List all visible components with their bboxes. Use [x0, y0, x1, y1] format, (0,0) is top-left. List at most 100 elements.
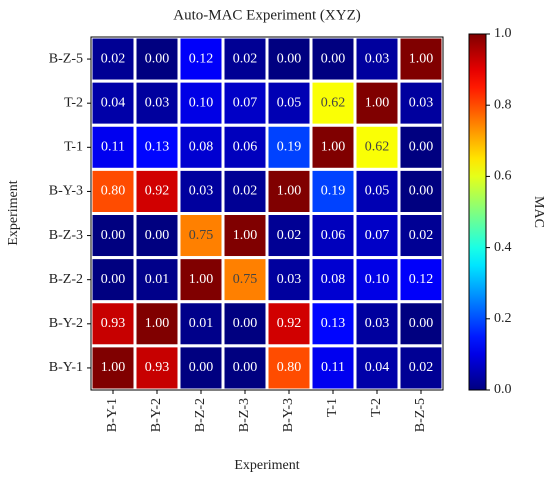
- y-tick-label: B-Z-5: [49, 51, 83, 66]
- cell-label: 0.04: [101, 95, 126, 110]
- cell-label: 0.00: [233, 360, 258, 375]
- cell-label: 0.07: [233, 95, 258, 110]
- cell-label: 0.05: [277, 95, 302, 110]
- cell-label: 0.02: [233, 184, 258, 199]
- cell-label: 1.00: [189, 272, 214, 287]
- cell-label: 0.03: [277, 272, 302, 287]
- chart-title: Auto-MAC Experiment (XYZ): [173, 7, 360, 23]
- cell-label: 0.00: [189, 360, 214, 375]
- cell-label: 0.10: [365, 272, 390, 287]
- cell-label: 0.00: [145, 51, 170, 66]
- cell-label: 0.62: [321, 95, 346, 110]
- cell-label: 0.11: [101, 140, 125, 155]
- heatmap-cell: [221, 123, 269, 171]
- cell-label: 0.06: [233, 140, 258, 155]
- cell-label: 0.02: [101, 51, 126, 66]
- colorbar-tick-label: 0.8: [494, 97, 512, 112]
- cell-label: 0.13: [321, 316, 346, 331]
- x-tick-label: T-2: [369, 398, 384, 417]
- heatmap-cell: [309, 300, 357, 348]
- cell-label: 0.03: [145, 95, 170, 110]
- cell-label: 0.10: [189, 95, 214, 110]
- heatmap-cell: [177, 123, 225, 171]
- cell-label: 0.75: [233, 272, 258, 287]
- cell-label: 0.03: [189, 184, 214, 199]
- colorbar-label: MAC: [531, 196, 546, 228]
- cell-label: 0.02: [409, 228, 434, 243]
- cell-label: 0.12: [409, 272, 434, 287]
- cell-label: 0.08: [321, 272, 346, 287]
- cell-label: 0.00: [409, 316, 434, 331]
- cell-label: 0.19: [321, 184, 346, 199]
- cell-label: 0.93: [145, 360, 170, 375]
- heatmap-cell: [353, 167, 401, 215]
- cell-label: 0.01: [189, 316, 214, 331]
- x-tick-label: B-Z-2: [193, 398, 208, 432]
- cell-label: 0.03: [365, 51, 390, 66]
- cell-label: 1.00: [101, 360, 126, 375]
- heatmap-cell: [397, 344, 445, 392]
- y-tick-label: B-Y-3: [49, 184, 83, 199]
- x-tick-label: B-Y-1: [105, 398, 120, 432]
- cell-label: 0.13: [145, 140, 170, 155]
- cell-label: 0.02: [233, 51, 258, 66]
- cell-label: 0.07: [365, 228, 390, 243]
- x-tick-label: B-Z-5: [413, 398, 428, 432]
- cell-label: 1.00: [365, 95, 390, 110]
- heatmap-cell: [177, 344, 225, 392]
- y-tick-label: T-1: [64, 140, 83, 155]
- y-tick-label: T-2: [64, 95, 83, 110]
- cell-label: 0.93: [101, 316, 126, 331]
- cell-label: 0.06: [321, 228, 346, 243]
- cell-label: 0.11: [321, 360, 345, 375]
- x-tick-label: T-1: [325, 398, 340, 417]
- heatmap-cell: [221, 212, 269, 260]
- cell-label: 0.08: [189, 140, 214, 155]
- cell-label: 0.00: [277, 51, 302, 66]
- colorbar-tick-label: 0.0: [494, 382, 512, 397]
- colorbar-tick-label: 0.2: [494, 311, 512, 326]
- cell-label: 0.05: [365, 184, 390, 199]
- cell-label: 0.00: [101, 272, 126, 287]
- cell-label: 0.01: [145, 272, 170, 287]
- plot-frame: [90, 36, 444, 391]
- heatmap-cell: [177, 300, 225, 348]
- heatmap-cell: [353, 123, 401, 171]
- colorbar-tick-label: 1.0: [494, 26, 512, 41]
- cell-label: 0.02: [409, 360, 434, 375]
- x-tick-label: B-Z-3: [237, 398, 252, 432]
- cell-label: 0.92: [277, 316, 302, 331]
- heatmap-cell: [177, 167, 225, 215]
- x-tick-label: B-Y-3: [281, 398, 296, 432]
- heatmap-cell: [397, 35, 445, 83]
- cell-label: 0.00: [145, 228, 170, 243]
- cell-label: 0.00: [409, 140, 434, 155]
- cell-label: 0.00: [233, 316, 258, 331]
- cell-label: 0.19: [277, 140, 302, 155]
- cell-label: 0.00: [321, 51, 346, 66]
- y-tick-label: B-Y-1: [49, 360, 83, 375]
- cell-label: 0.03: [409, 95, 434, 110]
- cell-label: 1.00: [321, 140, 346, 155]
- x-axis-label: Experiment: [234, 458, 299, 473]
- cell-label: 1.00: [145, 316, 170, 331]
- cell-label: 1.00: [409, 51, 434, 66]
- cell-label: 0.00: [409, 184, 434, 199]
- y-tick-label: B-Z-3: [49, 228, 83, 243]
- cell-label: 0.04: [365, 360, 390, 375]
- cell-label: 0.62: [365, 140, 390, 155]
- x-tick-label: B-Y-2: [149, 398, 164, 432]
- cell-label: 0.03: [365, 316, 390, 331]
- colorbar-tick-label: 0.4: [494, 240, 512, 255]
- cell-label: 0.12: [189, 51, 214, 66]
- cell-label: 0.80: [101, 184, 126, 199]
- colorbar-tick-label: 0.6: [494, 169, 512, 184]
- y-axis-label: Experiment: [6, 180, 21, 245]
- heatmap-cell: [309, 256, 357, 304]
- cell-label: 0.92: [145, 184, 170, 199]
- y-tick-label: B-Z-2: [49, 272, 83, 287]
- cell-label: 0.75: [189, 228, 214, 243]
- y-tick-label: B-Y-2: [49, 316, 83, 331]
- cell-label: 1.00: [277, 184, 302, 199]
